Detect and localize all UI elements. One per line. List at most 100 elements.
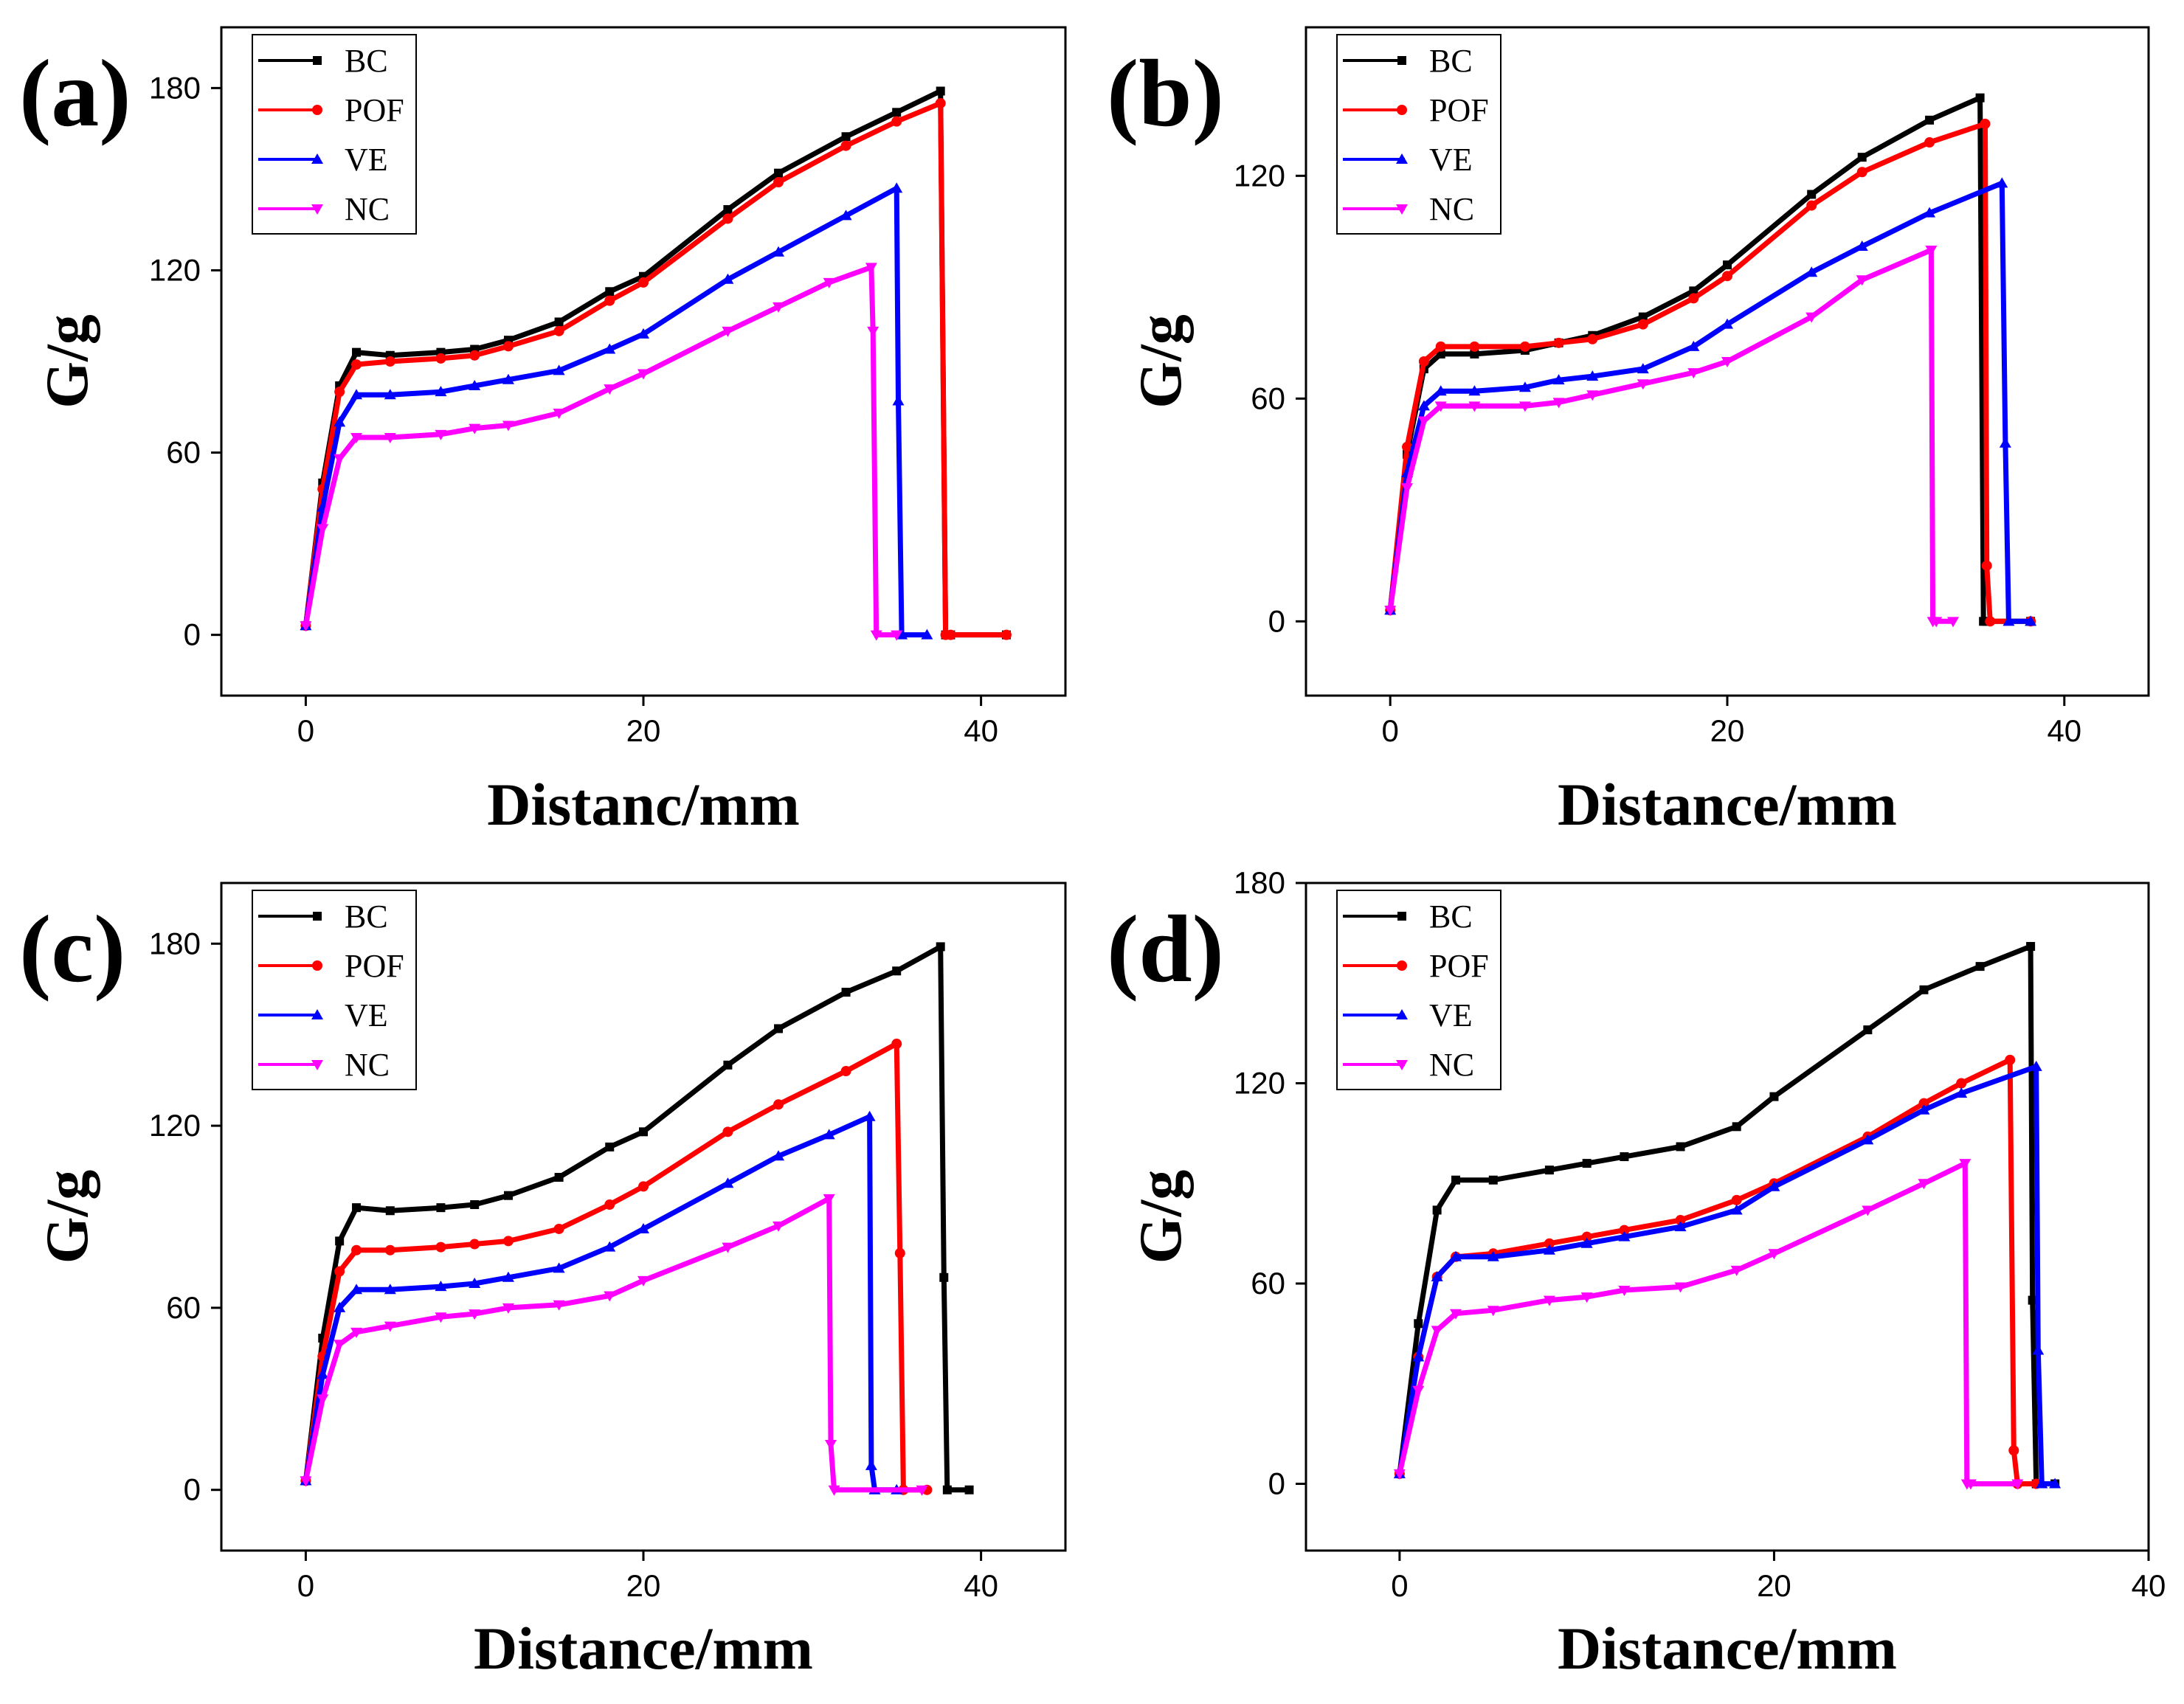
marker-circle bbox=[722, 1126, 733, 1137]
marker-square bbox=[1638, 312, 1648, 322]
marker-circle bbox=[1722, 271, 1732, 282]
legend-label-bc: BC bbox=[1429, 43, 1473, 79]
marker-triangle-down bbox=[553, 1300, 565, 1311]
marker-square bbox=[503, 1191, 513, 1200]
marker-square bbox=[352, 1203, 362, 1213]
marker-triangle-up bbox=[2049, 1478, 2062, 1489]
marker-triangle-down bbox=[502, 1303, 514, 1314]
marker-triangle-up bbox=[823, 1129, 835, 1140]
legend-label-nc: NC bbox=[1429, 191, 1474, 227]
marker-triangle-up bbox=[921, 628, 933, 640]
series-pof bbox=[300, 1039, 933, 1495]
marker-square bbox=[605, 1142, 615, 1151]
marker-circle bbox=[604, 295, 615, 306]
marker-triangle-up bbox=[553, 1262, 565, 1273]
y-tick-label: 60 bbox=[1251, 1266, 1285, 1300]
marker-triangle-up bbox=[1412, 1351, 1425, 1362]
marker-circle bbox=[891, 1039, 902, 1050]
marker-triangle-down bbox=[1417, 416, 1430, 427]
legend-box bbox=[252, 34, 417, 235]
marker-circle bbox=[638, 277, 649, 288]
marker-circle bbox=[891, 116, 902, 127]
marker-square bbox=[1919, 985, 1929, 994]
marker-square bbox=[1769, 1092, 1779, 1101]
marker-triangle-down bbox=[1487, 1306, 1499, 1317]
legend-label-pof: POF bbox=[1429, 92, 1489, 128]
marker-triangle-down bbox=[1856, 275, 1868, 286]
marker-circle bbox=[553, 1223, 564, 1234]
marker-triangle-up bbox=[2030, 1060, 2042, 1071]
marker-square bbox=[723, 205, 733, 215]
series-line-nc bbox=[1387, 247, 1954, 624]
y-tick-label: 180 bbox=[1234, 865, 1285, 900]
marker-circle bbox=[2005, 1054, 2016, 1065]
marker-square bbox=[1582, 1159, 1592, 1168]
marker-square bbox=[1544, 1166, 1554, 1175]
legend-label-bc: BC bbox=[1429, 898, 1473, 935]
marker-triangle-up bbox=[773, 1150, 785, 1161]
plot-frame bbox=[1304, 882, 2150, 1552]
marker-triangle-down bbox=[1384, 606, 1397, 617]
marker-triangle-down bbox=[1543, 1295, 1555, 1306]
marker-triangle-up bbox=[604, 343, 616, 354]
y-tick-label: 120 bbox=[149, 252, 201, 287]
marker-square bbox=[2028, 1295, 2037, 1305]
marker-circle bbox=[1637, 319, 1648, 330]
marker-circle bbox=[1924, 137, 1935, 148]
legend-label-nc: NC bbox=[345, 191, 390, 227]
marker-square bbox=[1689, 286, 1699, 296]
marker-circle bbox=[1956, 1078, 1967, 1089]
series-ve bbox=[1384, 177, 2037, 626]
marker-square bbox=[774, 168, 784, 178]
marker-circle bbox=[1619, 1225, 1630, 1236]
marker-triangle-down bbox=[1580, 1292, 1593, 1303]
marker-triangle-down bbox=[384, 1321, 396, 1332]
marker-circle bbox=[1806, 200, 1817, 211]
marker-triangle-down bbox=[1450, 1309, 1462, 1320]
marker-circle bbox=[435, 1241, 446, 1253]
y-tick-label: 180 bbox=[149, 926, 201, 960]
marker-triangle-down bbox=[317, 1394, 329, 1405]
series-line-ve bbox=[303, 185, 927, 638]
marker-triangle-up bbox=[502, 373, 514, 384]
marker-circle bbox=[1688, 293, 1699, 304]
marker-triangle-down bbox=[1412, 1385, 1425, 1396]
marker-square bbox=[1397, 56, 1406, 65]
panel-label: (c) bbox=[19, 896, 125, 1002]
marker-square bbox=[936, 942, 945, 952]
series-ve bbox=[300, 182, 933, 640]
marker-triangle-up bbox=[1586, 370, 1599, 381]
marker-square bbox=[352, 347, 362, 357]
marker-circle bbox=[840, 1066, 851, 1077]
marker-triangle-up bbox=[1637, 363, 1649, 374]
marker-triangle-up bbox=[1518, 381, 1531, 392]
x-tick-label: 20 bbox=[626, 713, 661, 748]
x-tick-label: 20 bbox=[1710, 713, 1745, 748]
marker-triangle-down bbox=[1964, 1479, 1977, 1490]
series-line-bc bbox=[1397, 943, 2056, 1486]
marker-square bbox=[942, 1485, 952, 1495]
y-tick-label: 120 bbox=[1234, 1066, 1285, 1101]
marker-triangle-down bbox=[824, 1440, 837, 1451]
x-tick-label: 0 bbox=[1391, 1568, 1408, 1603]
marker-triangle-up bbox=[2002, 615, 2015, 626]
legend-label-pof: POF bbox=[345, 92, 404, 128]
y-axis-title: G/g bbox=[1127, 1170, 1194, 1264]
marker-triangle-up bbox=[435, 386, 447, 397]
marker-circle bbox=[894, 1247, 905, 1258]
y-tick-label: 0 bbox=[1268, 603, 1285, 638]
legend: BC POF VE NC bbox=[252, 34, 417, 235]
legend: BC POF VE NC bbox=[1336, 34, 1502, 235]
marker-triangle-up bbox=[350, 389, 363, 400]
marker-triangle-up bbox=[1552, 374, 1565, 385]
marker-triangle-down bbox=[604, 1291, 616, 1302]
marker-triangle-up bbox=[311, 1009, 323, 1019]
marker-triangle-up bbox=[891, 182, 903, 193]
marker-square bbox=[1397, 912, 1406, 921]
marker-triangle-up bbox=[334, 1301, 346, 1312]
y-tick-label: 60 bbox=[166, 435, 201, 470]
marker-triangle-up bbox=[1955, 1087, 1968, 1098]
y-tick-label: 120 bbox=[1234, 158, 1285, 193]
marker-triangle-up bbox=[1687, 340, 1700, 351]
marker-circle bbox=[773, 177, 784, 188]
